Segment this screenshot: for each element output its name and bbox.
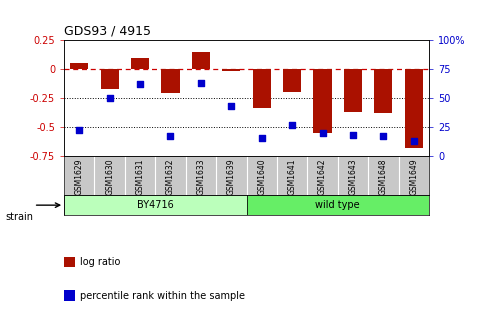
Text: GSM1643: GSM1643 xyxy=(349,159,357,196)
Bar xyxy=(192,52,210,69)
Point xyxy=(197,80,205,86)
Bar xyxy=(246,195,429,215)
Text: GSM1629: GSM1629 xyxy=(75,159,84,195)
Point xyxy=(380,133,387,139)
Text: GSM1633: GSM1633 xyxy=(196,159,206,196)
Bar xyxy=(222,69,241,72)
Bar xyxy=(161,69,179,93)
Bar xyxy=(283,69,301,92)
Point xyxy=(227,103,235,109)
Point xyxy=(349,132,357,138)
Text: log ratio: log ratio xyxy=(80,257,120,267)
Text: BY4716: BY4716 xyxy=(137,200,174,210)
Point xyxy=(288,122,296,127)
Point xyxy=(106,95,113,101)
Text: wild type: wild type xyxy=(316,200,360,210)
Point xyxy=(167,133,175,139)
Bar xyxy=(70,64,88,69)
Text: GSM1640: GSM1640 xyxy=(257,159,266,196)
Bar xyxy=(131,58,149,69)
Text: GDS93 / 4915: GDS93 / 4915 xyxy=(64,25,151,38)
Bar xyxy=(405,69,423,148)
Bar xyxy=(252,69,271,109)
Point xyxy=(258,136,266,141)
Bar xyxy=(101,69,119,89)
Text: GSM1639: GSM1639 xyxy=(227,159,236,196)
Point xyxy=(318,130,326,135)
Bar xyxy=(314,69,332,133)
Point xyxy=(136,81,144,87)
Text: GSM1631: GSM1631 xyxy=(136,159,144,195)
Text: GSM1642: GSM1642 xyxy=(318,159,327,195)
Bar xyxy=(374,69,392,113)
Point xyxy=(75,128,83,133)
Text: GSM1648: GSM1648 xyxy=(379,159,388,195)
Text: percentile rank within the sample: percentile rank within the sample xyxy=(80,291,245,301)
Bar xyxy=(64,195,246,215)
Text: GSM1649: GSM1649 xyxy=(409,159,418,196)
Text: GSM1641: GSM1641 xyxy=(287,159,297,195)
Text: GSM1630: GSM1630 xyxy=(105,159,114,196)
Text: GSM1632: GSM1632 xyxy=(166,159,175,195)
Text: strain: strain xyxy=(5,212,33,222)
Point xyxy=(410,138,418,143)
Bar xyxy=(344,69,362,112)
